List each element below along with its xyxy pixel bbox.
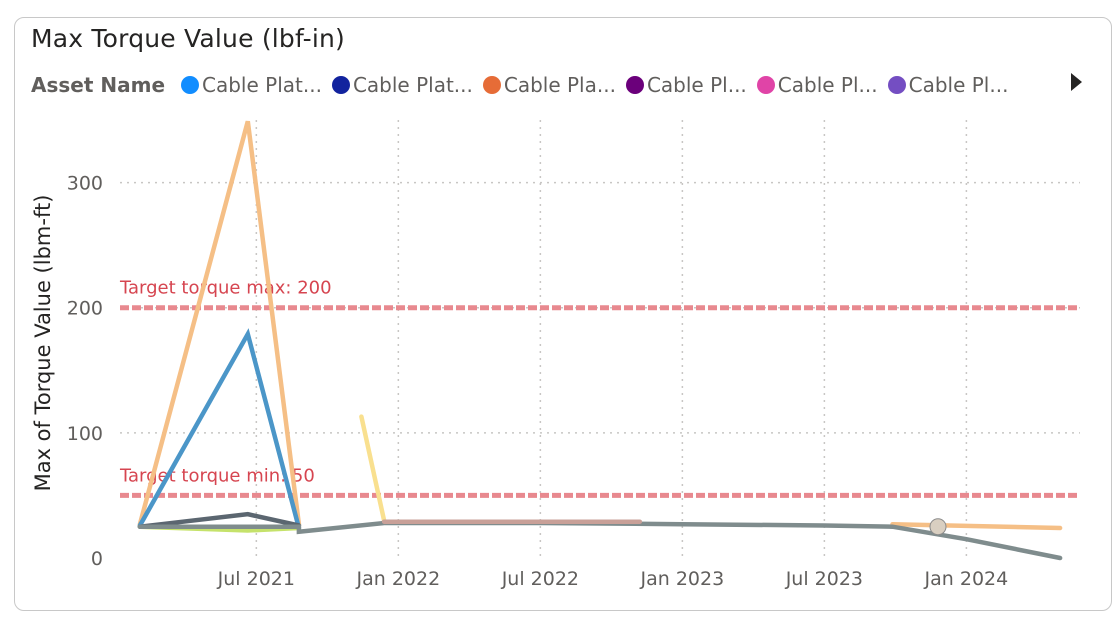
legend: Asset Name Cable Plat... Cable Plat... C… [31, 71, 1071, 99]
data-point-marker [929, 518, 947, 536]
legend-item[interactable]: Cable Pl... [887, 73, 1009, 97]
legend-item[interactable]: Cable Pla... [482, 73, 616, 97]
legend-label: Cable Pla... [503, 73, 616, 97]
legend-label: Cable Pl... [908, 73, 1009, 97]
legend-dot-icon [887, 76, 906, 94]
series-line [137, 328, 302, 531]
reference-line-label: Target torque min: 50 [119, 465, 315, 486]
y-tick-label: 0 [91, 548, 103, 570]
y-tick-label: 100 [67, 423, 103, 445]
series-line [137, 520, 1063, 561]
x-tick-label: Jan 2023 [640, 568, 725, 590]
x-tick-label: Jan 2024 [924, 568, 1009, 590]
reference-line-label: Target torque max: 200 [119, 278, 332, 299]
legend-item[interactable]: Cable Plat... [331, 73, 473, 97]
series-line [890, 521, 1063, 531]
chart-title: Max Torque Value (lbf-in) [31, 24, 345, 53]
legend-label: Cable Plat... [202, 73, 322, 97]
legend-label: Cable Plat... [352, 73, 473, 97]
legend-dot-icon [331, 76, 350, 94]
legend-title: Asset Name [31, 73, 166, 97]
series-line [359, 414, 387, 523]
series-line [137, 120, 302, 527]
x-tick-label: Jan 2022 [355, 568, 440, 590]
legend-next-arrow-icon[interactable] [1071, 73, 1082, 91]
legend-dot-icon [756, 76, 775, 94]
x-tick-label: Jul 2021 [217, 568, 295, 590]
y-axis-label: Max of Torque Value (lbm-ft) [31, 195, 55, 492]
y-tick-label: 300 [67, 173, 103, 195]
legend-dot-icon [625, 76, 644, 94]
legend-label: Cable Pl... [646, 73, 747, 97]
legend-item[interactable]: Cable Plat... [181, 73, 322, 97]
series-line [137, 511, 302, 529]
legend-dot-icon [482, 76, 501, 94]
legend-item[interactable]: Cable Pl... [756, 73, 878, 97]
x-tick-label: Jul 2022 [501, 568, 579, 590]
legend-label: Cable Pl... [777, 73, 878, 97]
y-tick-label: 200 [67, 298, 103, 320]
x-tick-label: Jul 2023 [785, 568, 863, 590]
legend-item[interactable]: Cable Pl... [625, 73, 747, 97]
legend-dot-icon [181, 76, 200, 94]
